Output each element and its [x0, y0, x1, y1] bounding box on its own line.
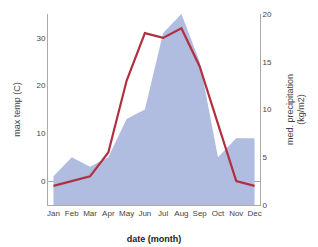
svg-text:5: 5 — [263, 153, 268, 162]
svg-text:date (month): date (month) — [127, 234, 182, 244]
svg-text:0: 0 — [263, 201, 268, 210]
svg-text:10: 10 — [36, 129, 45, 138]
svg-text:0: 0 — [41, 177, 46, 186]
svg-text:max temp (C): max temp (C) — [12, 82, 22, 137]
svg-text:Sep: Sep — [193, 209, 208, 218]
svg-text:20: 20 — [36, 81, 45, 90]
svg-text:Apr: Apr — [102, 209, 115, 218]
svg-text:Jun: Jun — [138, 209, 151, 218]
svg-text:med. precipitation(kg/m2): med. precipitation(kg/m2) — [285, 74, 307, 145]
svg-text:May: May — [119, 209, 134, 218]
svg-text:Feb: Feb — [65, 209, 79, 218]
svg-text:20: 20 — [263, 10, 272, 19]
svg-text:Dec: Dec — [247, 209, 261, 218]
svg-text:Aug: Aug — [174, 209, 188, 218]
svg-text:30: 30 — [36, 34, 45, 43]
svg-text:Jul: Jul — [158, 209, 168, 218]
svg-text:Nov: Nov — [229, 209, 243, 218]
svg-text:Jan: Jan — [47, 209, 60, 218]
svg-text:15: 15 — [263, 58, 272, 67]
svg-text:Oct: Oct — [212, 209, 225, 218]
svg-text:Mar: Mar — [83, 209, 97, 218]
svg-text:10: 10 — [263, 105, 272, 114]
